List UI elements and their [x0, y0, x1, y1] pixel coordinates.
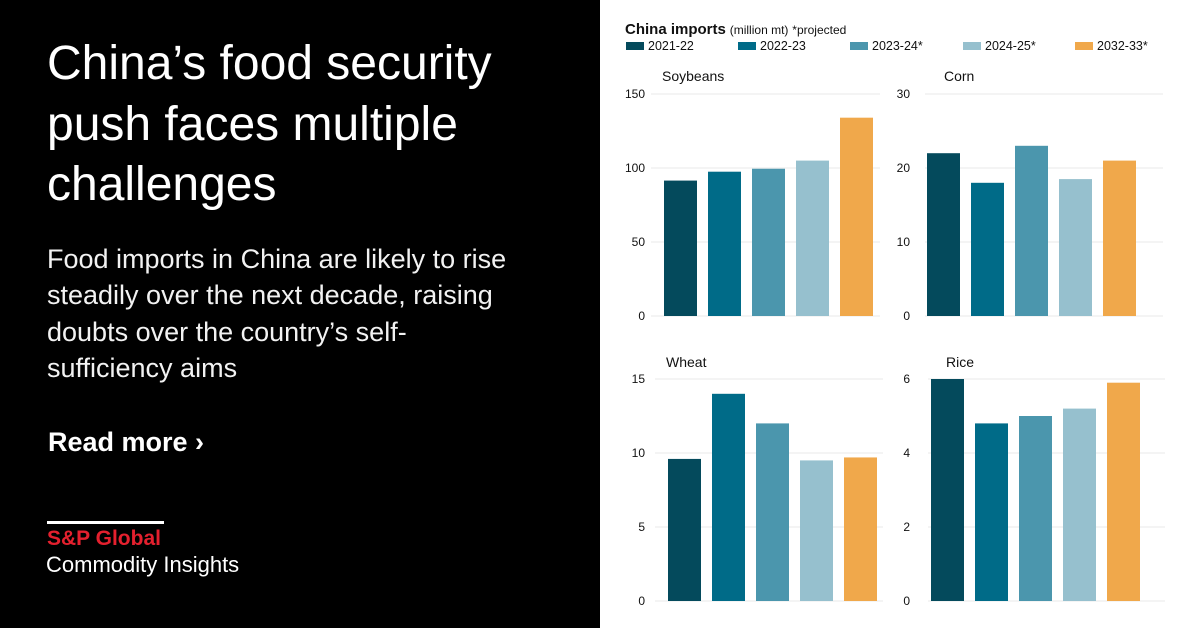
y-tick-label: 2	[903, 520, 910, 534]
chart-header: China imports (million mt) *projected	[625, 21, 846, 38]
chart-panel: China imports (million mt) *projected 20…	[600, 0, 1200, 628]
legend-item: 2022-23	[738, 39, 806, 53]
legend-label: 2024-25*	[985, 39, 1036, 53]
bar-wheat-2023-24*	[756, 423, 789, 601]
legend-label: 2023-24*	[872, 39, 923, 53]
bar-soybeans-2021-22	[664, 180, 697, 316]
legend-label: 2032-33*	[1097, 39, 1148, 53]
panel-title: Corn	[944, 68, 974, 84]
bar-wheat-2024-25*	[800, 460, 833, 601]
promo-panel: China’s food security push faces multipl…	[0, 0, 600, 628]
bar-corn-2023-24*	[1015, 145, 1048, 316]
legend-swatch	[850, 42, 868, 50]
bar-rice-2022-23	[975, 423, 1008, 601]
subheadline: Food imports in China are likely to rise…	[47, 244, 507, 383]
bar-soybeans-2022-23	[708, 171, 741, 316]
bar-corn-2021-22	[927, 153, 960, 316]
bar-corn-2032-33*	[1103, 160, 1136, 316]
chart-title: China imports	[625, 21, 726, 38]
y-tick-label: 0	[638, 309, 645, 323]
y-tick-label: 0	[638, 594, 645, 608]
bar-soybeans-2023-24*	[752, 168, 785, 316]
y-tick-label: 30	[897, 87, 911, 101]
logo-divider	[47, 521, 164, 524]
legend-label: 2021-22	[648, 39, 694, 53]
y-tick-label: 10	[632, 446, 646, 460]
y-tick-label: 20	[897, 161, 911, 175]
y-tick-label: 0	[903, 594, 910, 608]
legend-item: 2023-24*	[850, 39, 923, 53]
panel-title: Soybeans	[662, 68, 724, 84]
legend-swatch	[626, 42, 644, 50]
y-tick-label: 6	[903, 372, 910, 386]
y-tick-label: 4	[903, 446, 910, 460]
bar-corn-2022-23	[971, 182, 1004, 316]
headline: China’s food security push faces multipl…	[47, 37, 492, 211]
legend-swatch	[738, 42, 756, 50]
chart-note: *projected	[792, 23, 847, 37]
panel-title: Rice	[946, 354, 974, 370]
legend-swatch	[1075, 42, 1093, 50]
bar-wheat-2021-22	[668, 458, 701, 601]
bar-rice-2032-33*	[1107, 382, 1140, 601]
bar-wheat-2022-23	[712, 393, 745, 601]
bar-rice-2021-22	[931, 379, 964, 601]
y-tick-label: 100	[625, 161, 645, 175]
y-tick-label: 5	[638, 520, 645, 534]
logo-division: Commodity Insights	[46, 552, 240, 577]
charts-svg: Soybeans050100150Corn0102030Wheat051015R…	[625, 68, 1165, 608]
legend-item: 2021-22	[626, 39, 694, 53]
legend-label: 2022-23	[760, 39, 806, 53]
read-more-link[interactable]: Read more ›	[48, 427, 205, 457]
bar-wheat-2032-33*	[844, 457, 877, 601]
logo-brand: S&P Global	[47, 527, 161, 550]
y-tick-label: 10	[897, 235, 911, 249]
legend-item: 2024-25*	[963, 39, 1036, 53]
chart-unit: (million mt)	[729, 23, 789, 37]
bar-corn-2024-25*	[1059, 179, 1092, 316]
bar-soybeans-2024-25*	[796, 160, 829, 316]
legend-swatch	[963, 42, 981, 50]
bar-rice-2024-25*	[1063, 408, 1096, 601]
y-tick-label: 150	[625, 87, 645, 101]
legend-item: 2032-33*	[1075, 39, 1148, 53]
panel-title: Wheat	[666, 354, 707, 370]
y-tick-label: 50	[632, 235, 646, 249]
y-tick-label: 0	[903, 309, 910, 323]
bar-rice-2023-24*	[1019, 416, 1052, 601]
bar-soybeans-2032-33*	[840, 117, 873, 317]
y-tick-label: 15	[632, 372, 646, 386]
